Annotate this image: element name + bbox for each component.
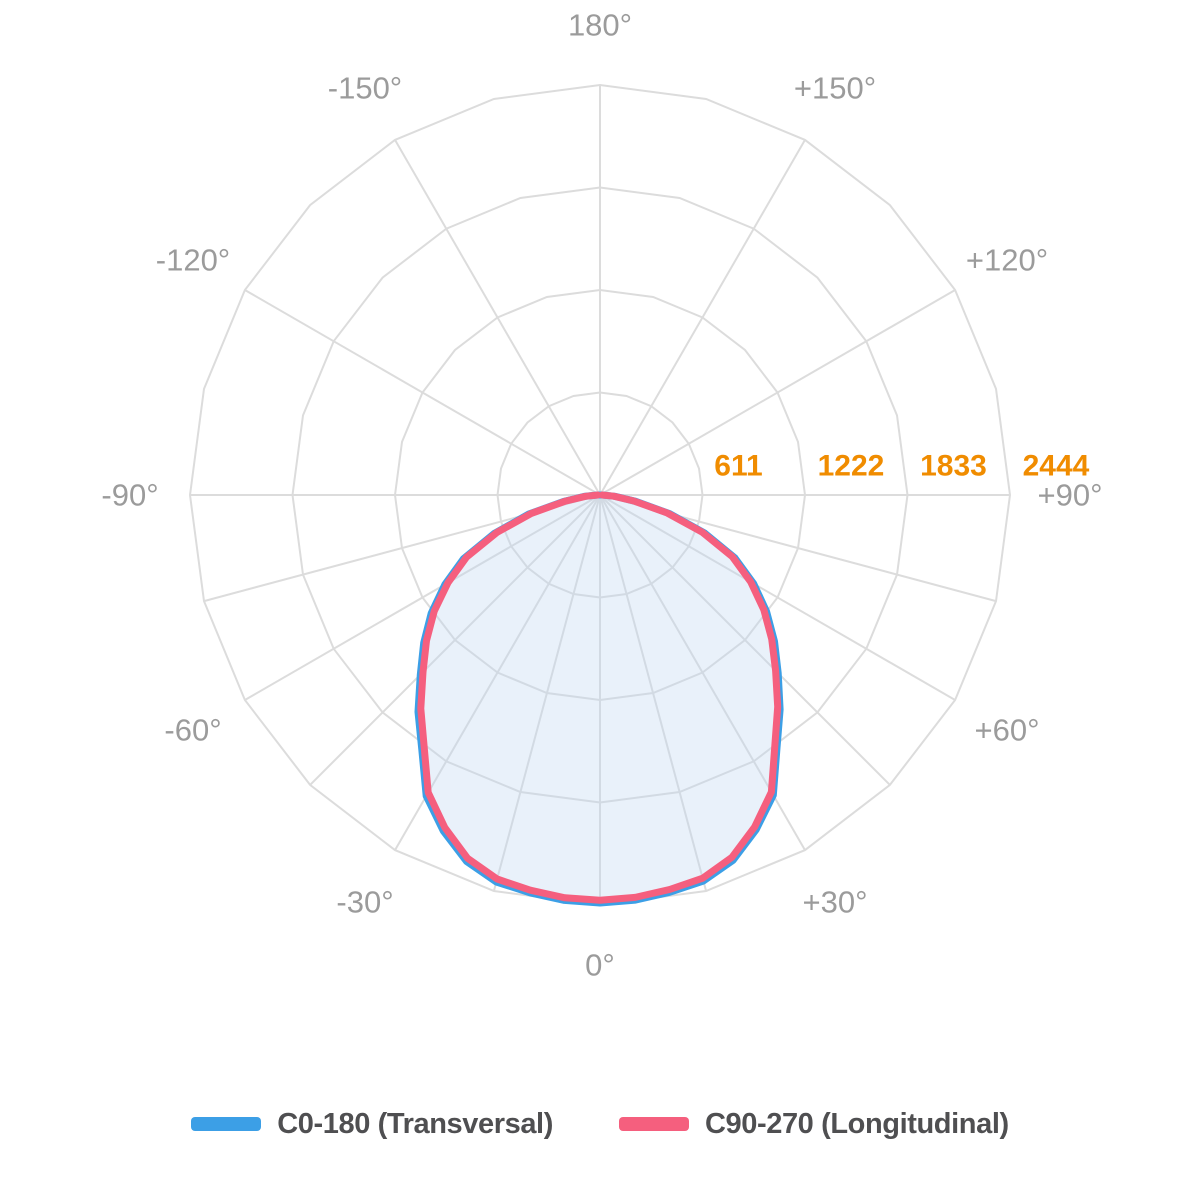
radial-tick-label-611: 611 [714, 450, 762, 483]
legend-item-c0-180[interactable]: C0-180 (Transversal) [191, 1108, 553, 1141]
angle-label--150: -150° [328, 71, 402, 106]
grid-spoke--60 [244, 494, 601, 701]
radial-tick-label-1222: 1222 [818, 450, 885, 483]
angle-label--90: -90° [101, 478, 158, 513]
legend-swatch-c90-270 [618, 1117, 689, 1131]
grid-spoke-60 [599, 494, 956, 701]
grid-spoke-210 [394, 139, 601, 496]
curve-c90-270 [417, 491, 782, 904]
grid-spoke--15 [492, 494, 601, 892]
angle-label-150: +150° [794, 71, 876, 106]
angle-label--120: -120° [156, 243, 230, 278]
legend-item-c90-270[interactable]: C90-270 (Longitudinal) [618, 1107, 1009, 1141]
legend: C0-180 (Transversal) C90-270 (Longitudin… [0, 1094, 1200, 1154]
radial-tick-label-1833: 1833 [920, 450, 987, 483]
legend-label-c0-180: C0-180 (Transversal) [277, 1107, 553, 1140]
grid-spoke--45 [309, 494, 601, 786]
radial-tick-label-2444: 2444 [1023, 450, 1090, 483]
grid-spoke-120 [599, 289, 956, 496]
angle-label-180: 180° [568, 8, 632, 43]
angle-label-0: 0° [585, 948, 615, 983]
angle-label-30: +30° [803, 885, 868, 920]
grid-spoke-45 [599, 494, 891, 786]
legend-label-c90-270: C90-270 (Longitudinal) [704, 1107, 1009, 1140]
grid-spoke-150 [599, 139, 806, 496]
grid-spoke-240 [244, 289, 601, 496]
legend-swatch-c0-180 [191, 1117, 262, 1131]
polar-photometric-plot: 180° -150° +150° -120° +120° -90° +90° -60° +60°… [101, 8, 1103, 983]
angle-label-90: +90° [1038, 478, 1103, 513]
angle-label-120: +120° [966, 243, 1048, 278]
angle-label--60: -60° [164, 713, 221, 748]
angle-label--30: -30° [336, 885, 393, 920]
grid-spoke-15 [599, 494, 708, 892]
angle-label-60: +60° [975, 713, 1040, 748]
